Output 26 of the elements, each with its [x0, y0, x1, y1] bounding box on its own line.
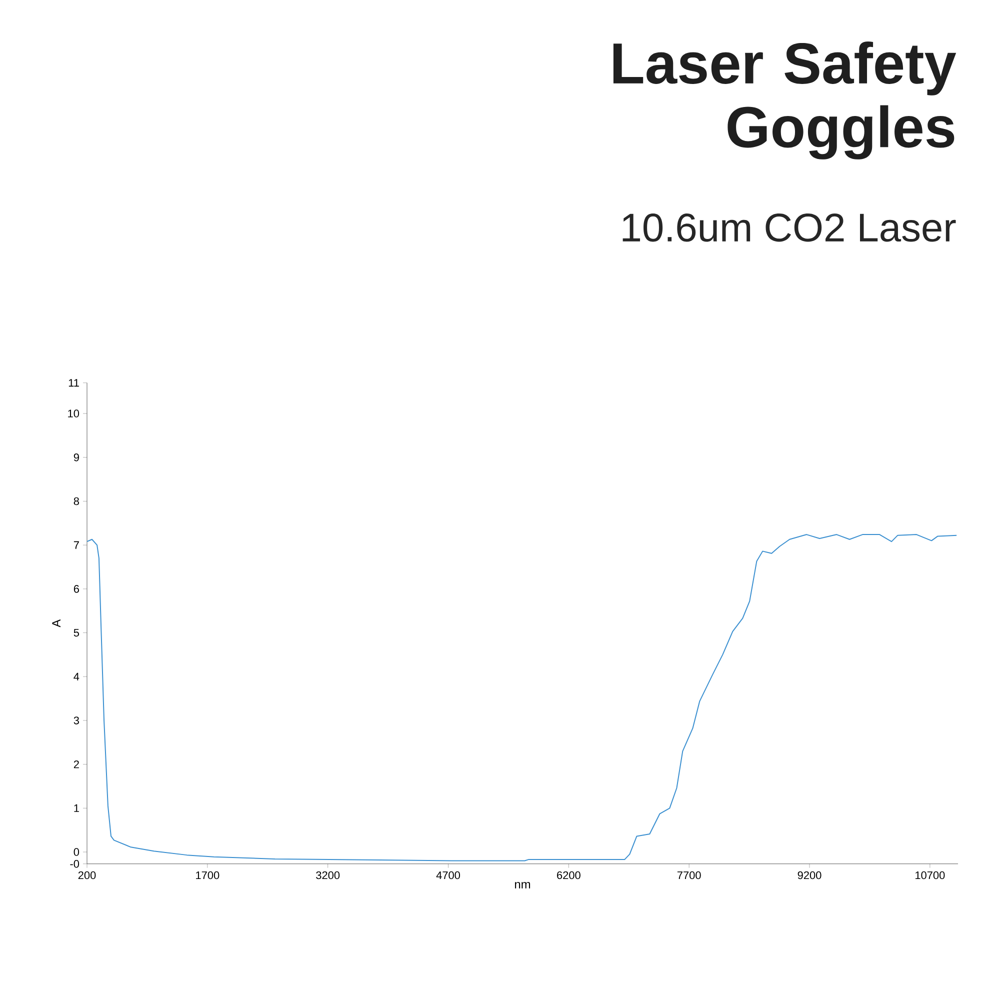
x-tick-label: 7700 [677, 871, 701, 880]
x-tick-label: 3200 [316, 871, 340, 880]
x-tick-label: 4700 [436, 871, 460, 880]
y-tick-label: -0 [70, 860, 80, 868]
x-tick-label: 200 [78, 871, 96, 880]
y-axis-title: A [52, 619, 60, 628]
y-tick-label: 1 [74, 804, 79, 812]
y-tick-label: 4 [74, 672, 80, 680]
y-tick-label: 5 [74, 628, 80, 637]
y-tick-label: 6 [74, 585, 79, 593]
y-tick-label: 9 [74, 454, 79, 462]
y-tick-label: 8 [74, 497, 79, 506]
x-tick-label: 9200 [798, 871, 822, 880]
chart-subtitle: 10.6um CO2 Laser [622, 214, 956, 242]
x-tick-label: 6200 [557, 871, 580, 880]
y-tick-label: 2 [74, 760, 79, 768]
chart-title: Laser Safety Goggles [613, 42, 956, 160]
y-tick-label: 10 [68, 410, 80, 418]
y-tick-label: 3 [74, 716, 79, 724]
y-tick-label: 7 [74, 541, 79, 549]
x-tick-label: 10700 [916, 871, 945, 880]
y-tick-label: 11 [68, 379, 79, 387]
x-axis-title: nm [515, 882, 530, 888]
line-series [87, 534, 958, 862]
x-tick-label: 1700 [196, 871, 220, 880]
y-tick-label: 0 [74, 848, 80, 856]
